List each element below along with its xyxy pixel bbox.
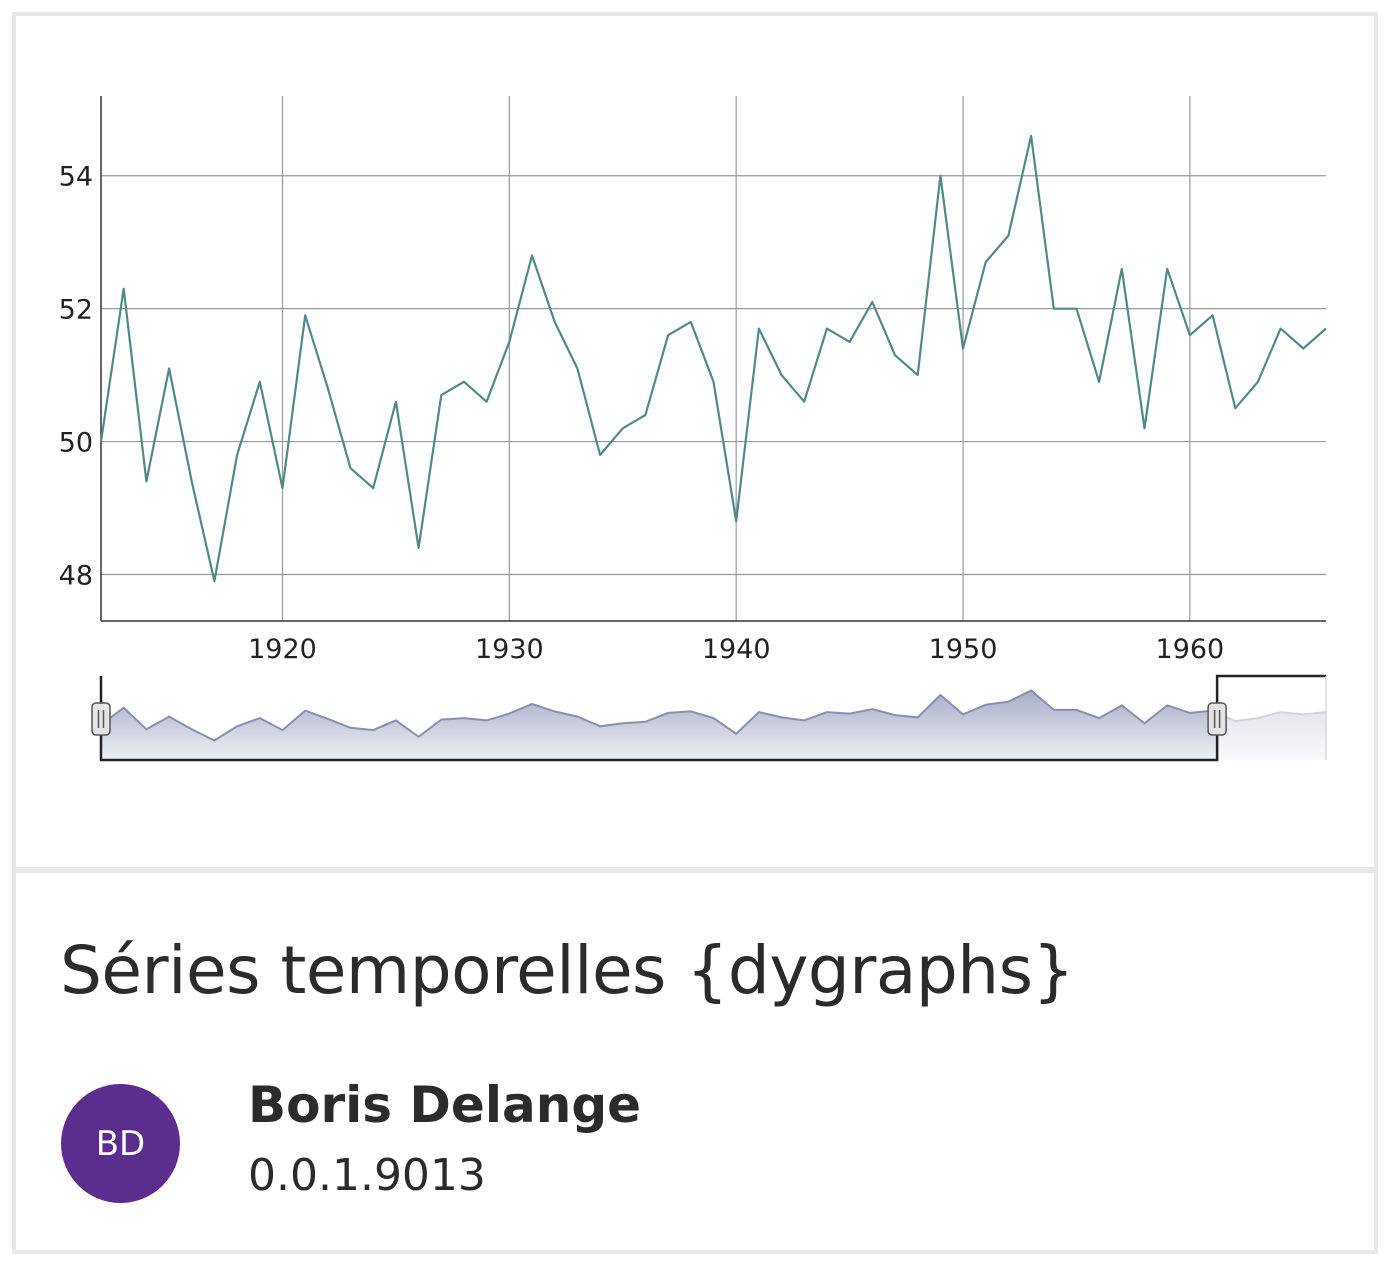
- avatar-initials: BD: [95, 1123, 146, 1164]
- author-name: Boris Delange: [248, 1076, 642, 1134]
- x-tick-label: 1920: [248, 634, 317, 665]
- chart-series: [99, 134, 1327, 583]
- x-tick-label: 1930: [475, 634, 544, 665]
- chart-axes: [100, 96, 1326, 622]
- card-divider: [12, 867, 1378, 873]
- y-tick-label: 48: [59, 560, 93, 591]
- range-handle[interactable]: [1207, 702, 1227, 736]
- x-tick-label: 1940: [702, 634, 771, 665]
- x-tick-label: 1960: [1156, 634, 1225, 665]
- chart-grid: [101, 96, 1326, 621]
- version-label: 0.0.1.9013: [248, 1150, 486, 1201]
- range-handle-body: [91, 702, 111, 736]
- chart-tick-labels: 1920 1930 1940 1950 1960 48 50 52 54: [59, 162, 1225, 665]
- package-card[interactable]: [12, 12, 1378, 1254]
- series-line: [99, 134, 1327, 583]
- range-handle[interactable]: [91, 702, 111, 736]
- range-handle-body: [1207, 702, 1227, 736]
- range-line: [100, 689, 1327, 742]
- range-selector: [91, 674, 1327, 762]
- y-tick-label: 54: [59, 162, 93, 193]
- x-tick-label: 1950: [929, 634, 998, 665]
- card-title[interactable]: Séries temporelles {dygraphs}: [60, 932, 1074, 1009]
- time-series-chart[interactable]: 1920 1930 1940 1950 1960 48 50 52 54: [0, 0, 1394, 870]
- y-tick-label: 52: [59, 295, 93, 326]
- avatar: BD: [61, 1084, 180, 1203]
- y-tick-label: 50: [59, 428, 93, 459]
- range-unselected-overlay: [1217, 676, 1326, 760]
- range-area: [101, 690, 1326, 760]
